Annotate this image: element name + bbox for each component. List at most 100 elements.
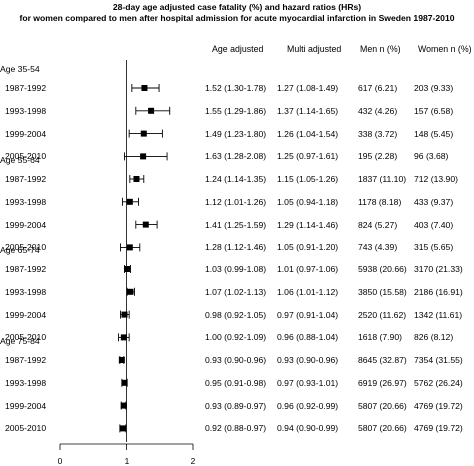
row-multi-adjusted: 0.97 (0.93-1.01) (277, 377, 339, 388)
row-men-count: 617 (6.21) (358, 83, 398, 93)
hr-point (140, 153, 147, 160)
row-period-label: 1999-2004 (5, 309, 47, 320)
hr-point (120, 334, 127, 341)
hr-point (120, 402, 127, 409)
row-men-count: 824 (5.27) (358, 219, 398, 230)
column-header-age-adjusted: Age adjusted (212, 44, 264, 54)
column-header-women: Women n (%) (418, 44, 472, 54)
row-age-adjusted: 0.95 (0.91-0.98) (205, 377, 267, 388)
row-age-adjusted: 1.07 (1.02-1.13) (205, 286, 267, 297)
row-women-count: 148 (5.45) (414, 128, 454, 139)
row-women-count: 203 (9.33) (414, 83, 454, 93)
row-age-adjusted: 1.12 (1.01-1.26) (205, 196, 267, 207)
hr-point (142, 221, 149, 228)
row-multi-adjusted: 1.05 (0.91-1.20) (277, 242, 339, 253)
row-women-count: 433 (9.37) (414, 196, 454, 207)
x-tick-label-1: 1 (124, 456, 130, 466)
row-men-count: 1837 (11.10) (358, 174, 407, 184)
row-age-adjusted: 1.00 (0.92-1.09) (205, 332, 267, 343)
row-age-adjusted: 0.98 (0.92-1.05) (205, 309, 267, 320)
row-age-adjusted: 1.41 (1.25-1.59) (205, 219, 267, 230)
row-period-label: 1993-1998 (5, 105, 47, 116)
row-age-adjusted: 1.52 (1.30-1.78) (205, 83, 267, 93)
hr-point (127, 288, 134, 295)
row-multi-adjusted: 1.05 (0.94-1.18) (277, 196, 339, 207)
hr-point (119, 425, 126, 432)
row-multi-adjusted: 1.06 (1.01-1.12) (277, 286, 339, 297)
row-period-label: 1987-1992 (5, 174, 47, 184)
group-label-0: Age 35-54 (0, 64, 40, 74)
row-age-adjusted: 0.92 (0.88-0.97) (205, 423, 267, 434)
row-women-count: 4769 (19.72) (414, 423, 463, 434)
row-women-count: 712 (13.90) (414, 174, 458, 184)
row-period-label: 1987-1992 (5, 264, 47, 274)
row-men-count: 1178 (8.18) (358, 196, 402, 207)
hr-point (148, 107, 155, 114)
row-period-label: 1993-1998 (5, 377, 47, 388)
row-period-label: 1999-2004 (5, 219, 47, 230)
row-multi-adjusted: 1.37 (1.14-1.65) (277, 105, 339, 116)
row-period-label: 1987-1992 (5, 355, 47, 365)
row-multi-adjusted: 1.25 (0.97-1.61) (277, 151, 339, 162)
row-women-count: 96 (3.68) (414, 151, 449, 162)
x-tick-label-2: 2 (190, 456, 196, 466)
row-multi-adjusted: 1.01 (0.97-1.06) (277, 264, 339, 274)
row-age-adjusted: 1.49 (1.23-1.80) (205, 128, 267, 139)
row-women-count: 403 (7.40) (414, 219, 454, 230)
row-men-count: 432 (4.26) (358, 105, 398, 116)
row-men-count: 338 (3.72) (358, 128, 398, 139)
group-label-2: Age 65-74 (0, 245, 40, 255)
column-header-men: Men n (%) (360, 44, 401, 54)
row-age-adjusted: 1.03 (0.99-1.08) (205, 264, 267, 274)
row-women-count: 3170 (21.33) (414, 264, 463, 274)
row-men-count: 5938 (20.66) (358, 264, 407, 274)
row-age-adjusted: 1.63 (1.28-2.08) (205, 151, 267, 162)
hr-point (126, 198, 133, 205)
row-women-count: 1342 (11.61) (414, 309, 463, 320)
row-women-count: 826 (8.12) (414, 332, 454, 343)
row-women-count: 2186 (16.91) (414, 286, 463, 297)
row-multi-adjusted: 0.94 (0.90-0.99) (277, 423, 339, 434)
row-period-label: 2005-2010 (5, 151, 47, 162)
row-age-adjusted: 1.24 (1.14-1.35) (205, 174, 267, 184)
row-period-label: 2005-2010 (5, 423, 47, 434)
row-age-adjusted: 0.93 (0.90-0.96) (205, 355, 267, 365)
row-men-count: 6919 (26.97) (358, 377, 407, 388)
row-multi-adjusted: 0.93 (0.90-0.96) (277, 355, 339, 365)
row-multi-adjusted: 1.29 (1.14-1.46) (277, 219, 339, 230)
hr-point (121, 379, 128, 386)
row-men-count: 3850 (15.58) (358, 286, 407, 297)
row-period-label: 1993-1998 (5, 286, 47, 297)
row-period-label: 1987-1992 (5, 83, 47, 93)
row-women-count: 4769 (19.72) (414, 400, 463, 411)
row-period-label: 1993-1998 (5, 196, 47, 207)
group-label-1: Age 55-64 (0, 155, 40, 165)
x-tick-label-0: 0 (57, 456, 63, 466)
hr-point (140, 130, 147, 137)
row-men-count: 5807 (20.66) (358, 423, 407, 434)
row-multi-adjusted: 1.15 (1.05-1.26) (277, 174, 339, 184)
row-period-label: 2005-2010 (5, 242, 47, 253)
row-men-count: 1618 (7.90) (358, 332, 402, 343)
group-label-3: Age 75-84 (0, 336, 40, 346)
hr-point (118, 357, 125, 363)
row-women-count: 157 (6.58) (414, 105, 454, 116)
row-men-count: 5807 (20.66) (358, 400, 407, 411)
row-age-adjusted: 1.28 (1.12-1.46) (205, 242, 267, 253)
row-age-adjusted: 0.93 (0.89-0.97) (205, 400, 267, 411)
column-header-multi-adjusted: Multi adjusted (287, 44, 342, 54)
hr-point (121, 311, 128, 318)
row-men-count: 195 (2.28) (358, 151, 398, 162)
row-men-count: 743 (4.39) (358, 242, 398, 253)
chart-subtitle: for women compared to men after hospital… (19, 13, 455, 23)
row-women-count: 315 (5.65) (414, 242, 454, 253)
row-men-count: 2520 (11.62) (358, 309, 407, 320)
chart-title: 28-day age adjusted case fatality (%) an… (112, 2, 362, 12)
row-multi-adjusted: 0.96 (0.92-0.99) (277, 400, 339, 411)
row-men-count: 8645 (32.87) (358, 355, 407, 365)
row-age-adjusted: 1.55 (1.29-1.86) (205, 105, 267, 116)
row-women-count: 5762 (26.24) (414, 377, 463, 388)
hr-point (133, 176, 140, 182)
row-period-label: 1999-2004 (5, 128, 47, 139)
